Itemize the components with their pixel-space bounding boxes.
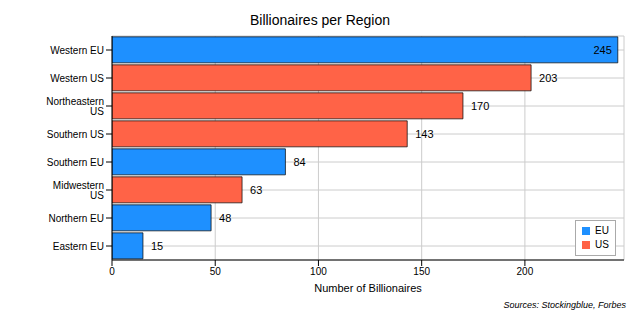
svg-text:Eastern EU: Eastern EU — [53, 241, 104, 252]
svg-text:MidwesternUS: MidwesternUS — [53, 180, 104, 201]
html-text:Billionaires per Region: Billionaires per Region — [250, 12, 390, 28]
svg-text:63: 63 — [250, 184, 262, 196]
svg-text:203: 203 — [539, 72, 557, 84]
html-text:Sources: Stockingblue, Forbes: Sources: Stockingblue, Forbes — [503, 300, 626, 310]
svg-text:Southern US: Southern US — [47, 129, 105, 140]
svg-text:50: 50 — [210, 266, 222, 277]
svg-text:245: 245 — [593, 44, 611, 56]
svg-text:150: 150 — [413, 266, 430, 277]
svg-text:48: 48 — [219, 212, 231, 224]
svg-text:Western EU: Western EU — [50, 45, 104, 56]
html-text:EU: EU — [595, 225, 609, 236]
svg-text:100: 100 — [310, 266, 327, 277]
html-text:US: US — [595, 239, 609, 250]
svg-text:200: 200 — [517, 266, 534, 277]
svg-text:0: 0 — [109, 266, 115, 277]
svg-text:NortheasternUS: NortheasternUS — [46, 96, 104, 117]
svg-text:Number of Billionaires: Number of Billionaires — [314, 282, 422, 294]
svg-text:84: 84 — [293, 156, 305, 168]
svg-text:Northern EU: Northern EU — [48, 213, 104, 224]
svg-text:143: 143 — [415, 128, 433, 140]
svg-text:170: 170 — [471, 100, 489, 112]
svg-text:15: 15 — [151, 240, 163, 252]
svg-text:Southern EU: Southern EU — [47, 157, 104, 168]
svg-text:Western US: Western US — [50, 73, 104, 84]
